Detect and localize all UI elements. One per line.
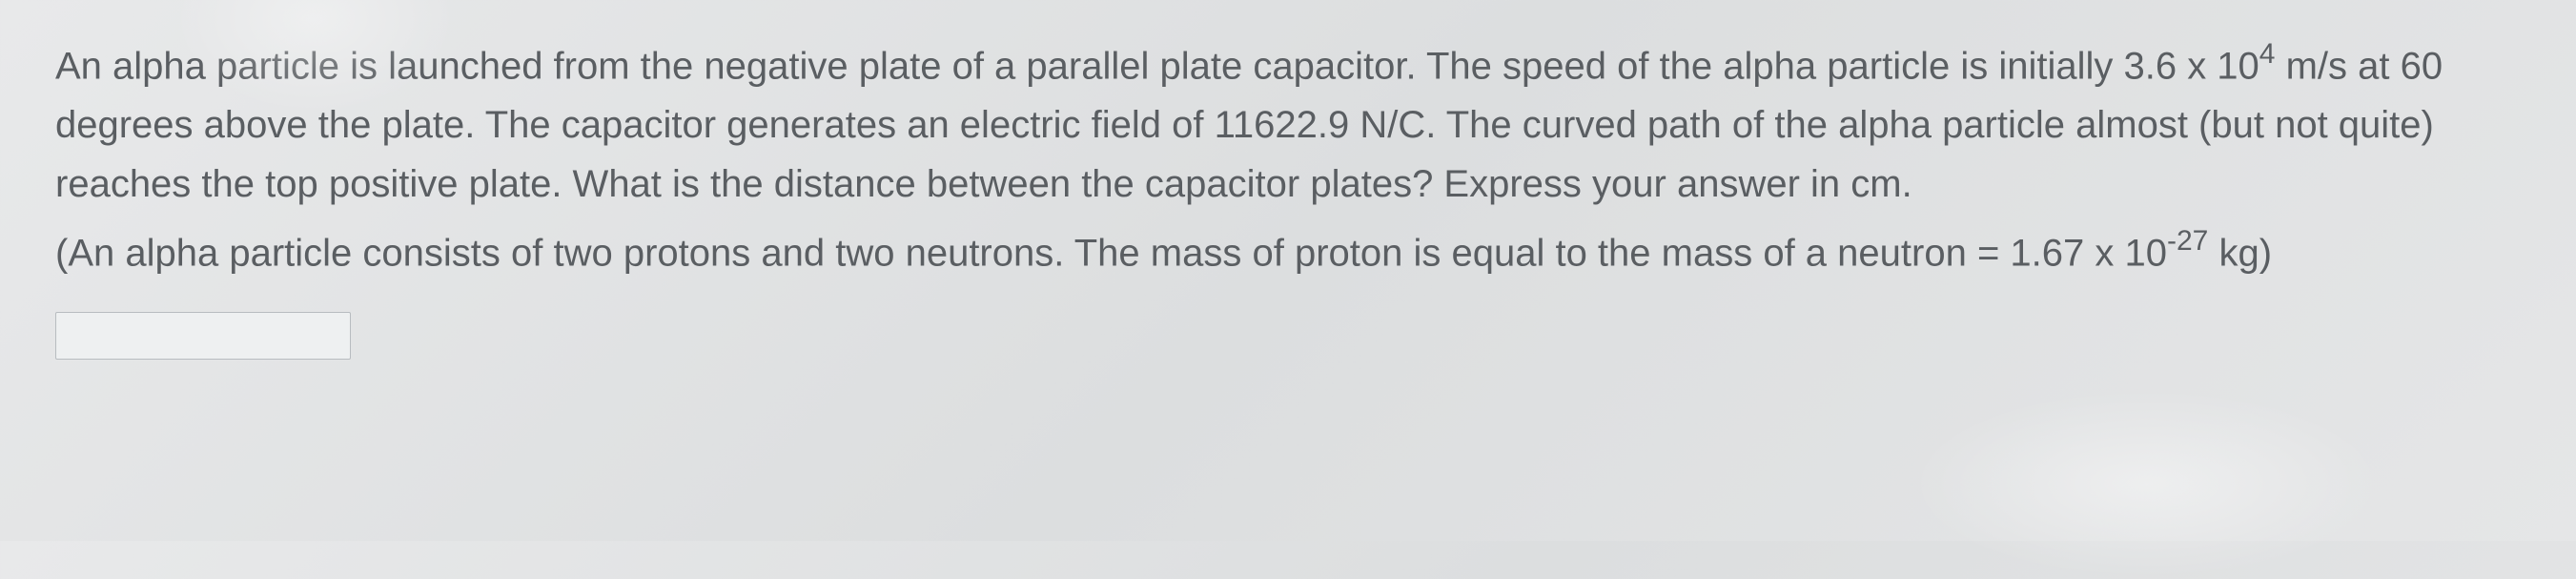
exponent: -27 — [2167, 225, 2208, 257]
exponent: 4 — [2259, 38, 2276, 70]
light-reflection-bottom — [1909, 388, 2385, 579]
text-segment: kg) — [2208, 233, 2272, 275]
question-paragraph-1: An alpha particle is launched from the n… — [55, 34, 2528, 214]
text-segment: (An alpha particle consists of two proto… — [55, 233, 2167, 275]
answer-input[interactable] — [55, 312, 351, 360]
text-segment: An alpha particle is launched from the n… — [55, 45, 2259, 87]
question-paragraph-2: (An alpha particle consists of two proto… — [55, 221, 2528, 282]
question-container: An alpha particle is launched from the n… — [55, 34, 2528, 283]
